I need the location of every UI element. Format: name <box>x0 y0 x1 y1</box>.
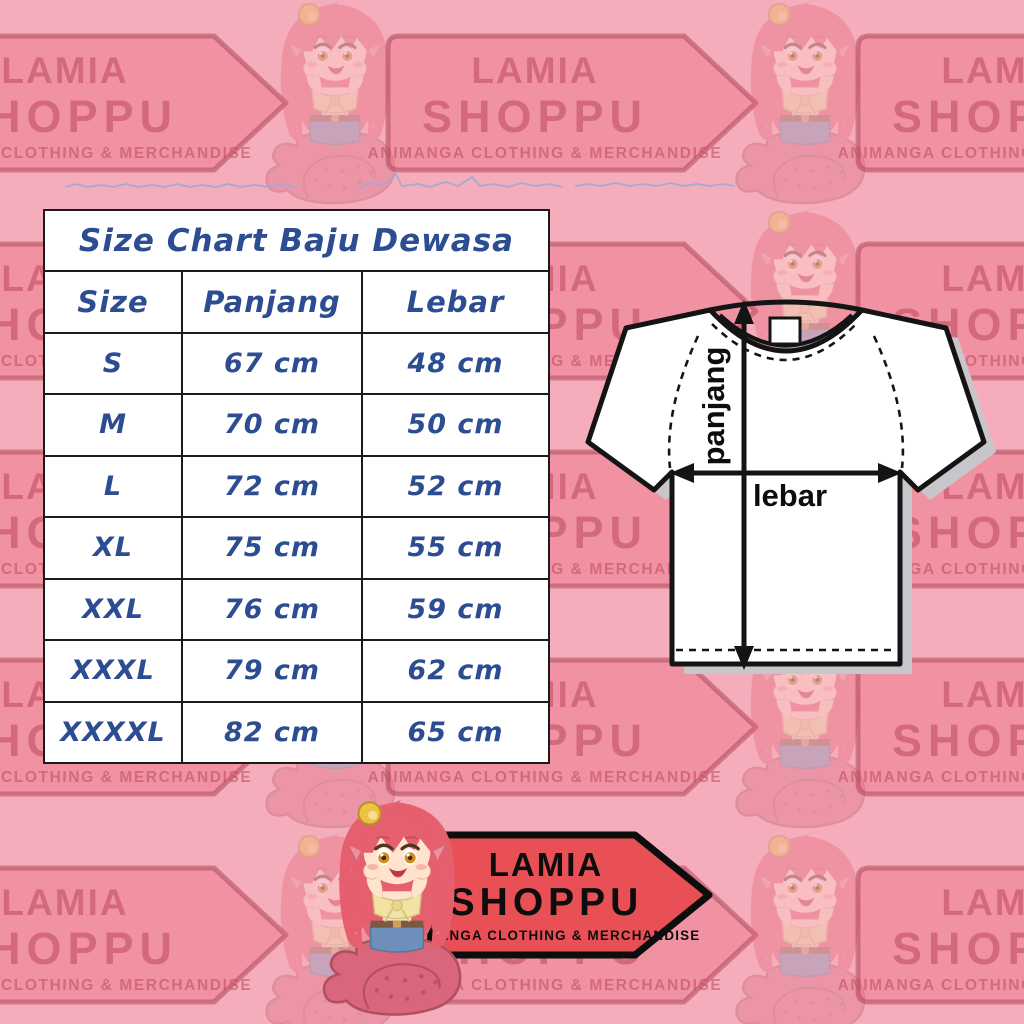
watermark-tile: LAMIA SHOPPU ANIMANGA CLOTHING & MERCHAN… <box>838 657 1024 862</box>
watermark-tile: LAMIA SHOPPU ANIMANGA CLOTHING & MERCHAN… <box>838 33 1024 238</box>
panjang-cell: 82 cm <box>183 702 363 762</box>
column-header-size: Size <box>45 272 183 332</box>
size-chart-row: M 70 cm 50 cm <box>45 395 548 457</box>
watermark-brand-line2: SHOPPU <box>0 91 178 142</box>
panjang-cell: 72 cm <box>183 456 363 516</box>
size-chart-row: L 72 cm 52 cm <box>45 456 548 518</box>
watermark-tile: LAMIA SHOPPU ANIMANGA CLOTHING & MERCHAN… <box>0 865 385 1024</box>
watermark-brand-line1: LAMIA <box>941 50 1024 91</box>
watermark-brand-line1: LAMIA <box>941 674 1024 715</box>
size-cell: L <box>45 456 183 516</box>
size-chart-row: S 67 cm 48 cm <box>45 333 548 395</box>
lebar-cell: 65 cm <box>407 716 504 748</box>
right-armhole-dashes <box>872 335 905 469</box>
watermark-brand-line2: SHOPPU <box>0 923 178 974</box>
lebar-measure-arrow: lebar <box>670 463 902 513</box>
watermark-banner: LAMIA SHOPPU ANIMANGA CLOTHING & MERCHAN… <box>0 865 289 1005</box>
watermark-brand-line1: LAMIA <box>1 882 128 923</box>
watermark-tagline: ANIMANGA CLOTHING & MERCHANDISE <box>838 145 1024 162</box>
watermark-brand-line2: SHOPPU <box>892 507 1024 558</box>
tshirt-outline <box>585 307 987 667</box>
panjang-cell: 70 cm <box>183 395 363 455</box>
logo-brand-line2: SHOPPU <box>449 881 644 924</box>
collar-back-line <box>709 299 863 313</box>
size-cell: XL <box>45 518 183 578</box>
watermark-banner: LAMIA SHOPPU ANIMANGA CLOTHING & MERCHAN… <box>0 33 289 173</box>
tshirt-diagram: panjang lebar <box>585 299 996 674</box>
panjang-cell: 76 cm <box>183 579 363 639</box>
size-chart-row: XXL 76 cm 59 cm <box>45 579 548 641</box>
size-cell: S <box>45 333 183 393</box>
watermark-tagline: ANIMANGA CLOTHING & MERCHANDISE <box>0 145 252 162</box>
logo-brand-line1: LAMIA <box>489 846 603 883</box>
lebar-cell: 62 cm <box>407 655 504 687</box>
logo-tagline: ANIMANGA CLOTHING & MERCHANDISE <box>400 928 701 943</box>
watermark-banner: LAMIA SHOPPU ANIMANGA CLOTHING & MERCHAN… <box>838 657 1024 797</box>
size-cell: XXL <box>45 579 183 639</box>
watermark-brand-line2: SHOPPU <box>892 923 1024 974</box>
watermark-banner: LAMIA SHOPPU ANIMANGA CLOTHING & MERCHAN… <box>368 33 759 173</box>
watermark-tagline: ANIMANGA CLOTHING & MERCHANDISE <box>838 977 1024 994</box>
size-chart-row: XXXXL 82 cm 65 cm <box>45 702 548 762</box>
size-chart-table: Size Chart Baju Dewasa Size Panjang Leba… <box>43 209 550 764</box>
watermark-brand-line1: LAMIA <box>941 882 1024 923</box>
brand-mascot-icon <box>316 798 478 1021</box>
panjang-cell: 67 cm <box>183 333 363 393</box>
lebar-cell: 48 cm <box>407 347 504 379</box>
size-cell: XXXXL <box>45 702 183 762</box>
lebar-cell: 52 cm <box>407 470 504 502</box>
watermark-tagline: ANIMANGA CLOTHING & MERCHANDISE <box>838 769 1024 786</box>
size-cell: M <box>45 395 183 455</box>
divider-squiggle-line <box>64 172 736 189</box>
watermark-banner: LAMIA SHOPPU ANIMANGA CLOTHING & MERCHAN… <box>838 865 1024 1005</box>
size-chart-header-row: Size Panjang Lebar <box>45 272 548 334</box>
watermark-brand-line1: LAMIA <box>471 50 598 91</box>
watermark-banner: LAMIA SHOPPU ANIMANGA CLOTHING & MERCHAN… <box>838 33 1024 173</box>
size-chart-title: Size Chart Baju Dewasa <box>45 211 548 272</box>
size-chart-row: XL 75 cm 55 cm <box>45 518 548 580</box>
lebar-cell: 59 cm <box>407 593 504 625</box>
panjang-cell: 79 cm <box>183 641 363 701</box>
column-header-panjang: Panjang <box>183 272 363 332</box>
size-chart-row: XXXL 79 cm 62 cm <box>45 641 548 703</box>
left-armhole-dashes <box>667 335 700 469</box>
panjang-label: panjang <box>696 347 731 466</box>
watermark-brand-line2: SHOPPU <box>892 715 1024 766</box>
collar-stitch-dashes <box>711 323 857 362</box>
watermark-brand-line2: SHOPPU <box>422 91 648 142</box>
brand-logo-banner: LAMIA SHOPPU ANIMANGA CLOTHING & MERCHAN… <box>400 831 713 959</box>
watermark-tile: LAMIA SHOPPU ANIMANGA CLOTHING & MERCHAN… <box>368 33 855 238</box>
watermark-brand-line2: SHOPPU <box>892 91 1024 142</box>
watermark-brand-line1: LAMIA <box>1 50 128 91</box>
panjang-cell: 75 cm <box>183 518 363 578</box>
column-header-lebar: Lebar <box>406 284 505 319</box>
panjang-measure-arrow: panjang <box>696 300 754 670</box>
lebar-label: lebar <box>753 478 827 513</box>
watermark-tagline: ANIMANGA CLOTHING & MERCHANDISE <box>0 769 252 786</box>
watermark-tagline: ANIMANGA CLOTHING & MERCHANDISE <box>0 977 252 994</box>
watermark-brand-line1: LAMIA <box>941 258 1024 299</box>
size-cell: XXXL <box>45 641 183 701</box>
watermark-tagline: ANIMANGA CLOTHING & MERCHANDISE <box>368 769 723 786</box>
lebar-cell: 55 cm <box>407 532 504 564</box>
collar-tag <box>768 316 802 346</box>
watermark-tile: LAMIA SHOPPU ANIMANGA CLOTHING & MERCHAN… <box>0 33 385 238</box>
watermark-tile: LAMIA SHOPPU ANIMANGA CLOTHING & MERCHAN… <box>838 865 1024 1024</box>
lebar-cell: 50 cm <box>407 409 504 441</box>
watermark-tagline: ANIMANGA CLOTHING & MERCHANDISE <box>368 145 723 162</box>
